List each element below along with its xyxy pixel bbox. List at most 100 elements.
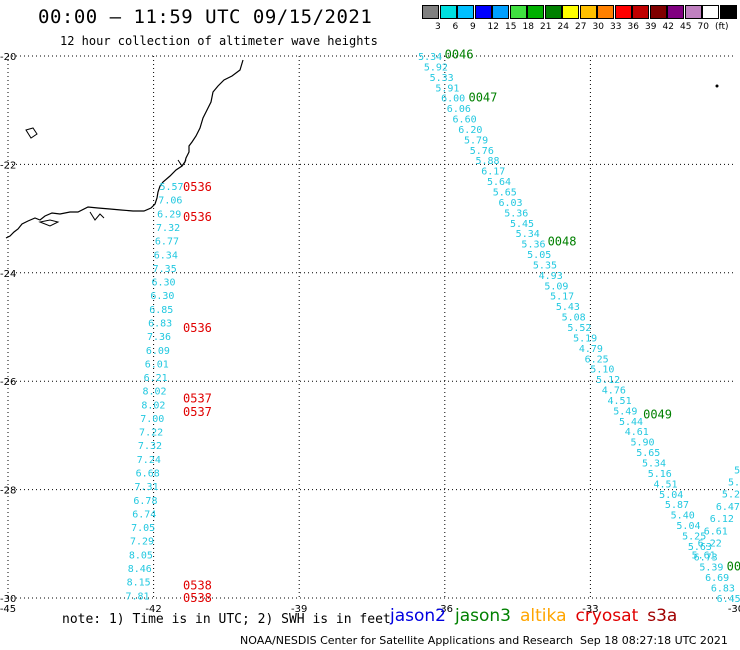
swh-value: 8.46 bbox=[128, 564, 152, 575]
scale-swatch bbox=[439, 5, 457, 19]
swh-value: 5.52 bbox=[567, 323, 591, 334]
swh-value: 6.74 bbox=[132, 509, 156, 520]
swh-value: 5.87 bbox=[728, 477, 740, 488]
scale-swatch bbox=[614, 5, 632, 19]
scale-swatch bbox=[667, 5, 684, 19]
satellite-legend: jason2 jason3 altika cryosat s3a bbox=[390, 606, 686, 626]
pass-time-label: 0048 bbox=[548, 234, 577, 248]
sepetiba-island bbox=[38, 219, 60, 227]
scale-label: 6 bbox=[452, 22, 459, 32]
lon-tick-label: -39 bbox=[291, 604, 307, 615]
satellite-legend-item: jason3 bbox=[455, 606, 511, 626]
scale-label: 45 bbox=[680, 22, 692, 32]
pass-time-label: 0537 bbox=[183, 405, 212, 419]
swh-value: 5.04 bbox=[676, 521, 700, 532]
axis-labels: -45 -42 -39 -36 -33 -30 -20 -22 -24 -26 -28 -30 bbox=[0, 52, 740, 615]
swh-value: 5.19 bbox=[573, 333, 597, 344]
swh-value: 7.00 bbox=[140, 414, 164, 425]
scale-label: 18 bbox=[522, 22, 534, 32]
swh-value: 6.21 bbox=[144, 373, 168, 384]
swh-value: 5.10 bbox=[590, 365, 614, 376]
swh-value: 6.03 bbox=[498, 198, 522, 209]
swh-value: 4.79 bbox=[579, 344, 603, 355]
swh-value: 6.09 bbox=[146, 346, 170, 357]
swh-value: 5.65 bbox=[636, 448, 660, 459]
swh-value: 6.06 bbox=[447, 104, 471, 115]
swh-value: 7.32 bbox=[156, 223, 180, 234]
coastline bbox=[5, 59, 719, 239]
swh-value: 5.33 bbox=[430, 73, 454, 84]
swh-value: 6.00 bbox=[441, 94, 465, 105]
lat-tick-label: -24 bbox=[0, 269, 16, 280]
coastal-island bbox=[25, 127, 38, 139]
scale-label: 9 bbox=[470, 22, 476, 32]
swh-value: 7.35 bbox=[153, 264, 177, 275]
swh-value: 5.61 bbox=[692, 551, 716, 562]
swh-value: 5.88 bbox=[476, 156, 500, 167]
swh-value: 5.17 bbox=[550, 292, 574, 303]
offshore-island bbox=[715, 84, 719, 88]
swh-value: 5.79 bbox=[464, 135, 488, 146]
swh-value: 5.87 bbox=[665, 500, 689, 511]
scale-swatch bbox=[649, 5, 667, 19]
swh-value: 6.61 bbox=[704, 526, 728, 537]
swh-value: 4.76 bbox=[602, 386, 626, 397]
swh-value: 5.34 bbox=[516, 229, 540, 240]
swh-value: 5.64 bbox=[487, 177, 511, 188]
swh-value: 5.49 bbox=[613, 406, 637, 417]
swh-value: 6.83 bbox=[148, 318, 172, 329]
satellite-legend-item: jason2 bbox=[390, 606, 446, 626]
swh-value: 8.02 bbox=[141, 400, 165, 411]
altimeter-tracks: 5.57 7.06 6.29 7.32 6.77 6.34 7.35 6.30 6.30 6.85… bbox=[125, 47, 740, 605]
scale-swatch bbox=[457, 5, 474, 19]
swh-value: 6.25 bbox=[585, 354, 609, 365]
swh-value: 5.39 bbox=[699, 563, 723, 574]
scale-label: 36 bbox=[627, 22, 639, 32]
footer-note: note: 1) Time is in UTC; 2) SWH is in fe… bbox=[62, 612, 391, 627]
swh-value: 5.43 bbox=[556, 302, 580, 313]
credit-text: NOAA/NESDIS Center for Satellite Applica… bbox=[240, 634, 574, 647]
swh-value: 4.93 bbox=[539, 271, 563, 282]
swh-value: 5.34 bbox=[418, 52, 442, 63]
swh-value: 6.69 bbox=[705, 573, 729, 584]
map-subtitle: 12 hour collection of altimeter wave hei… bbox=[60, 34, 378, 48]
swh-value: 5.44 bbox=[619, 417, 643, 428]
swh-value: 8.05 bbox=[129, 550, 153, 561]
scale-label: 3 bbox=[435, 22, 441, 32]
swh-value: 5.22 bbox=[722, 490, 740, 501]
satellite-legend-item: s3a bbox=[647, 606, 678, 626]
pass-time-label: 0538 bbox=[183, 591, 212, 605]
wave-height-color-scale: 3 6 9 12 15 18 21 24 27 30 33 36 39 42 45 70 (ft) bbox=[422, 5, 738, 35]
swh-value: 7.24 bbox=[137, 455, 161, 466]
swh-value: 6.34 bbox=[154, 250, 178, 261]
swh-value: 5.92 bbox=[424, 62, 448, 73]
swh-value: 8.02 bbox=[142, 387, 166, 398]
scale-label: 70 bbox=[697, 22, 709, 32]
swh-value: 5.05 bbox=[527, 250, 551, 261]
pass-time-label: 0050 bbox=[727, 559, 740, 573]
map-grid bbox=[7, 55, 736, 599]
satellite-legend-item: altika bbox=[520, 606, 567, 626]
scale-swatch bbox=[597, 5, 614, 19]
swh-value: 7.36 bbox=[147, 332, 171, 343]
scale-swatch bbox=[632, 5, 649, 19]
swh-value: 5.76 bbox=[470, 146, 494, 157]
swh-value: 5.12 bbox=[596, 375, 620, 386]
swh-value: 7.81 bbox=[125, 591, 149, 602]
swh-value: 6.47 bbox=[716, 502, 740, 513]
swh-value: 5.8 bbox=[734, 465, 740, 476]
swh-value: 6.85 bbox=[149, 305, 173, 316]
scale-swatch bbox=[474, 5, 492, 19]
swh-value: 5.65 bbox=[493, 188, 517, 199]
scale-label: 24 bbox=[557, 22, 569, 32]
swh-value: 5.08 bbox=[562, 313, 586, 324]
swh-value: 4.51 bbox=[653, 479, 677, 490]
swh-value: 5.40 bbox=[671, 511, 695, 522]
scale-label: 30 bbox=[592, 22, 604, 32]
scale-swatch bbox=[544, 5, 562, 19]
lat-tick-label: -26 bbox=[0, 377, 16, 388]
swh-value: 6.29 bbox=[157, 209, 181, 220]
swh-value: 5.36 bbox=[504, 208, 528, 219]
lat-tick-label: -30 bbox=[0, 594, 16, 605]
swh-value: 6.60 bbox=[453, 115, 477, 126]
